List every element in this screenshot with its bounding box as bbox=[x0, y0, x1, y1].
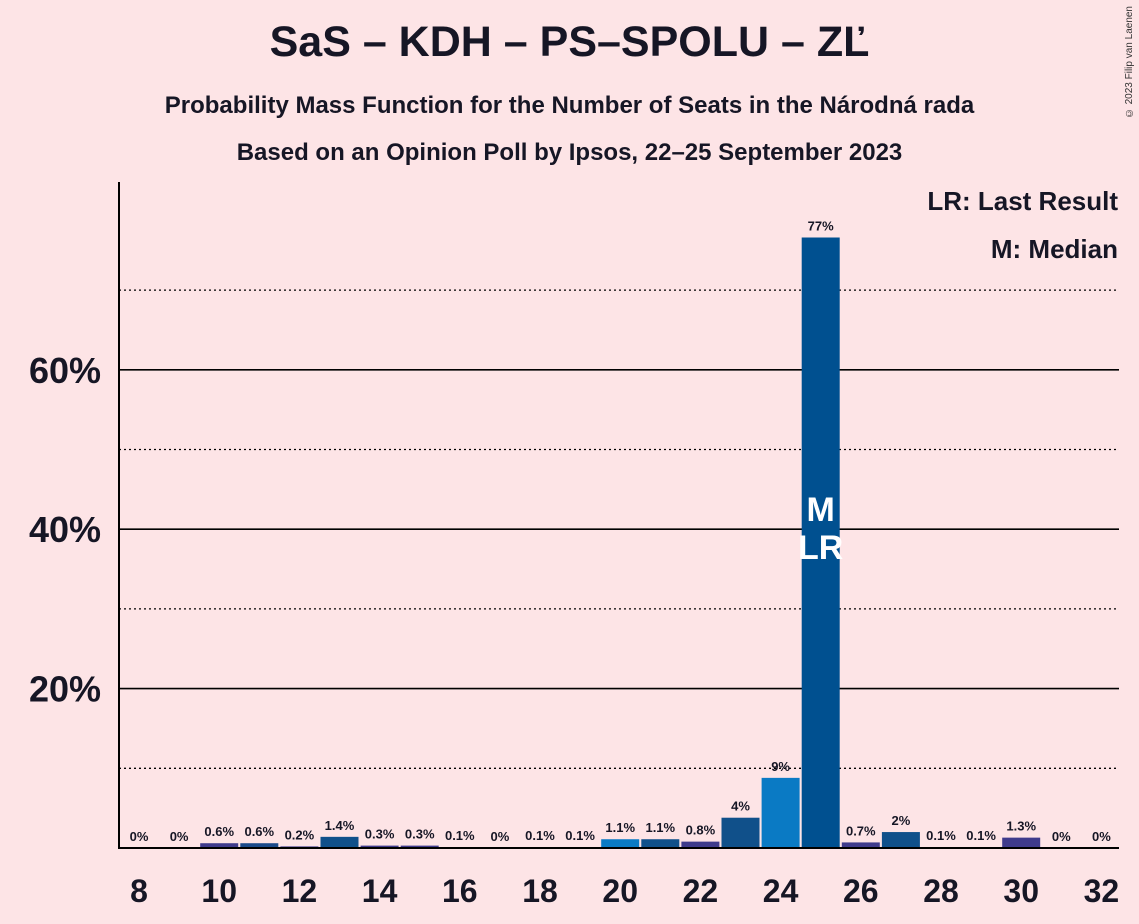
data-label-29: 0.1% bbox=[966, 828, 996, 843]
legend-median: M: Median bbox=[990, 234, 1118, 264]
bar-15 bbox=[400, 845, 439, 848]
chart-title: SaS – KDH – PS–SPOLU – ZĽ bbox=[269, 18, 870, 66]
median-marker: M bbox=[807, 491, 835, 529]
data-label-26: 0.7% bbox=[846, 823, 876, 838]
data-label-32: 0% bbox=[1092, 829, 1111, 844]
data-label-25: 77% bbox=[808, 218, 834, 233]
x-tick-label-10: 10 bbox=[201, 873, 237, 909]
bar-20 bbox=[601, 839, 640, 848]
bar-11 bbox=[240, 843, 279, 848]
bar-21 bbox=[641, 839, 680, 848]
bar-24 bbox=[761, 777, 800, 848]
data-label-17: 0% bbox=[491, 829, 510, 844]
bar-25 bbox=[801, 237, 840, 849]
data-labels: 0% 0% 0.6% 0.6% 0.2% 1.4% 0.3% 0.3% 0.1% 0% 0.1% 0.… bbox=[130, 218, 1112, 844]
data-label-24: 9% bbox=[771, 759, 790, 774]
data-label-19: 0.1% bbox=[565, 828, 595, 843]
bar-13 bbox=[320, 836, 359, 848]
x-tick-label-24: 24 bbox=[763, 873, 799, 909]
data-label-22: 0.8% bbox=[686, 823, 716, 838]
legend-last-result: LR: Last Result bbox=[927, 186, 1118, 216]
bar-10 bbox=[200, 843, 239, 848]
chart-source-line: Based on an Opinion Poll by Ipsos, 22–25… bbox=[236, 139, 903, 166]
data-label-31: 0% bbox=[1052, 829, 1071, 844]
bar-27 bbox=[881, 832, 920, 848]
last-result-marker: LR bbox=[798, 529, 843, 567]
bar-22 bbox=[681, 841, 720, 848]
data-label-13: 1.4% bbox=[325, 818, 355, 833]
bars bbox=[200, 237, 1041, 849]
x-tick-label-18: 18 bbox=[522, 873, 558, 909]
data-label-23: 4% bbox=[731, 799, 750, 814]
x-tick-label-28: 28 bbox=[923, 873, 959, 909]
bar-30 bbox=[1002, 837, 1041, 848]
data-label-10: 0.6% bbox=[204, 824, 234, 839]
data-label-20: 1.1% bbox=[605, 820, 635, 835]
data-label-11: 0.6% bbox=[244, 824, 274, 839]
data-label-27: 2% bbox=[892, 813, 911, 828]
y-tick-label-60: 60% bbox=[29, 350, 101, 391]
data-label-16: 0.1% bbox=[445, 828, 475, 843]
data-label-8: 0% bbox=[130, 829, 149, 844]
y-tick-label-20: 20% bbox=[29, 669, 101, 710]
x-tick-label-12: 12 bbox=[282, 873, 318, 909]
data-label-12: 0.2% bbox=[285, 827, 315, 842]
median-lr-markers: MLR bbox=[798, 491, 843, 567]
axes: 8 10 12 14 16 18 20 22 24 26 28 30 32 20% 40% 60% bbox=[29, 182, 1119, 909]
x-tick-label-8: 8 bbox=[130, 873, 148, 909]
x-tick-label-20: 20 bbox=[602, 873, 638, 909]
x-tick-label-26: 26 bbox=[843, 873, 879, 909]
x-tick-label-14: 14 bbox=[362, 873, 398, 909]
data-label-9: 0% bbox=[170, 829, 189, 844]
data-label-18: 0.1% bbox=[525, 828, 555, 843]
data-label-30: 1.3% bbox=[1006, 819, 1036, 834]
bar-23 bbox=[721, 817, 760, 848]
x-tick-label-30: 30 bbox=[1003, 873, 1039, 909]
bar-14 bbox=[360, 845, 399, 848]
chart-subtitle: Probability Mass Function for the Number… bbox=[164, 92, 975, 119]
x-tick-label-32: 32 bbox=[1084, 873, 1120, 909]
x-tick-label-16: 16 bbox=[442, 873, 478, 909]
data-label-15: 0.3% bbox=[405, 827, 435, 842]
gridlines bbox=[119, 289, 1119, 769]
x-tick-label-22: 22 bbox=[683, 873, 719, 909]
bar-26 bbox=[841, 842, 880, 848]
data-label-14: 0.3% bbox=[365, 827, 395, 842]
data-label-28: 0.1% bbox=[926, 828, 956, 843]
y-tick-label-40: 40% bbox=[29, 509, 101, 550]
data-label-21: 1.1% bbox=[645, 820, 675, 835]
